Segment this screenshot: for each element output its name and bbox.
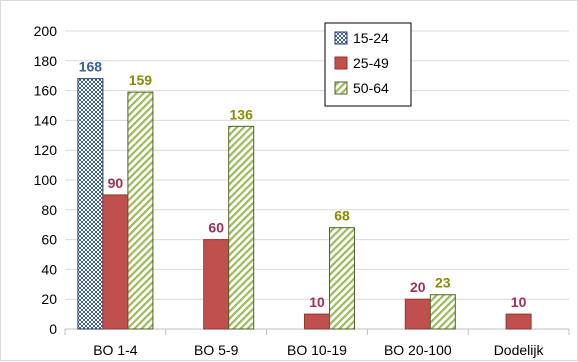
bar-15-24: [77, 78, 104, 330]
legend-label: 15-24: [353, 30, 389, 46]
bar-50-64: [228, 125, 255, 330]
legend-swatch-15-24: [334, 31, 348, 45]
legend-swatch-50-64: [334, 81, 348, 95]
data-label: 10: [511, 294, 527, 310]
bar-50-64: [329, 227, 355, 330]
bar-25-49: [304, 313, 330, 330]
x-tick-label: BO 20-100: [384, 342, 452, 358]
bar-50-64: [127, 91, 154, 330]
data-label: 168: [79, 59, 103, 75]
y-tick-label: 80: [41, 202, 57, 218]
bar-25-49: [404, 298, 431, 330]
y-tick-label: 140: [34, 112, 58, 128]
data-label: 20: [410, 279, 426, 295]
y-tick-label: 200: [34, 23, 58, 39]
bar-25-49: [102, 194, 129, 330]
data-label: 10: [309, 294, 325, 310]
y-tick-label: 180: [34, 53, 58, 69]
x-tick-label: Dodelijk: [494, 342, 545, 358]
y-tick-label: 160: [34, 83, 58, 99]
x-tick-label: BO 5-9: [194, 342, 239, 358]
y-tick-label: 40: [41, 261, 57, 277]
legend-label: 25-49: [353, 55, 389, 71]
data-label: 23: [435, 275, 451, 291]
bar-50-64: [429, 294, 456, 330]
x-tick-label: BO 1-4: [93, 342, 138, 358]
x-tick-label: BO 10-19: [287, 342, 347, 358]
y-tick-label: 20: [41, 291, 57, 307]
data-label: 60: [208, 220, 224, 236]
data-label: 136: [230, 106, 254, 122]
data-label: 90: [108, 175, 124, 191]
legend-label: 50-64: [353, 80, 389, 96]
y-tick-label: 0: [49, 321, 57, 337]
y-tick-label: 60: [41, 232, 57, 248]
legend-swatch-25-49: [334, 56, 348, 70]
bar-25-49: [203, 239, 230, 330]
y-tick-label: 120: [34, 142, 58, 158]
data-label: 68: [334, 208, 350, 224]
y-tick-label: 100: [34, 172, 58, 188]
bar-25-49: [505, 313, 532, 330]
data-label: 159: [129, 72, 153, 88]
